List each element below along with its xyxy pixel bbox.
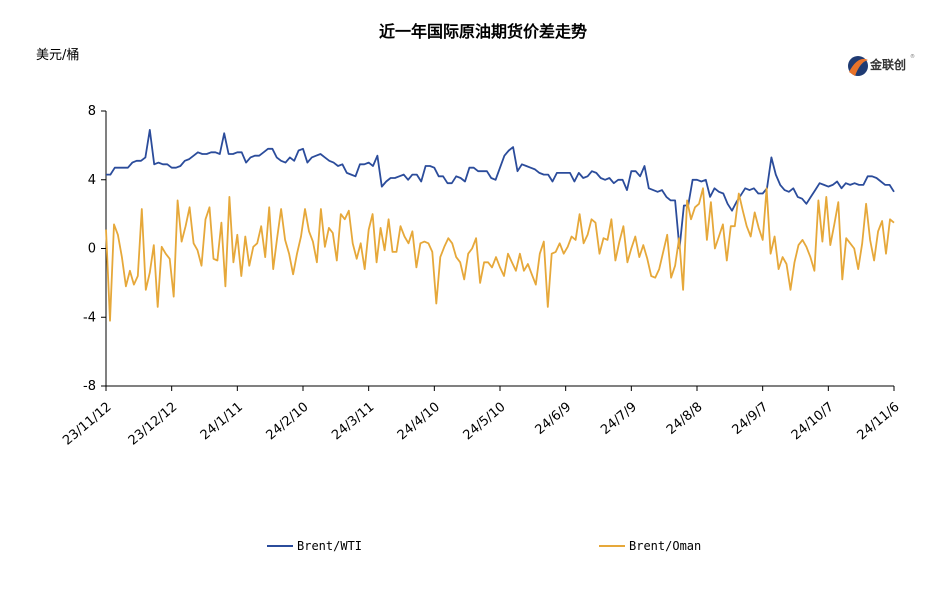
series-line-brent-oman	[105, 187, 895, 322]
x-tick-label: 24/6/9	[533, 400, 575, 438]
y-tick-label: 8	[88, 104, 96, 119]
y-tick-label: -4	[83, 310, 96, 325]
x-tick-label: 23/11/12	[60, 400, 114, 449]
y-tick-label: 0	[88, 242, 96, 257]
logo-text: 金联创	[869, 57, 906, 72]
x-tick-label: 24/10/7	[789, 400, 837, 444]
y-tick-label: 4	[88, 173, 96, 188]
x-tick-label: 24/5/10	[461, 400, 509, 444]
x-tick-label: 24/11/6	[855, 400, 903, 444]
x-tick-label: 24/4/10	[395, 400, 443, 444]
series-line-brent-wti	[106, 128, 895, 250]
legend-label: Brent/WTI	[297, 539, 362, 553]
logo-swoosh-icon	[849, 58, 868, 76]
legend: Brent/WTI Brent/Oman	[267, 539, 701, 553]
x-tick-label: 24/1/11	[198, 400, 246, 444]
y-tick-label: -8	[83, 379, 96, 394]
x-tick-label: 24/2/10	[264, 400, 312, 444]
legend-label: Brent/Oman	[629, 539, 701, 553]
x-tick-label: 24/3/11	[329, 400, 377, 444]
x-tick-label: 23/12/12	[126, 400, 180, 449]
logo-reg-mark: ®	[910, 53, 915, 60]
x-tick-label: 24/7/9	[598, 400, 640, 438]
chart-title: 近一年国际原油期货价差走势	[379, 22, 587, 41]
x-tick-label: 24/9/7	[730, 400, 772, 438]
brand-logo: 金联创 ®	[848, 53, 915, 76]
plot-area	[105, 128, 895, 322]
y-axis-unit-label: 美元/桶	[36, 48, 79, 63]
x-tick-label: 24/8/8	[664, 400, 706, 438]
